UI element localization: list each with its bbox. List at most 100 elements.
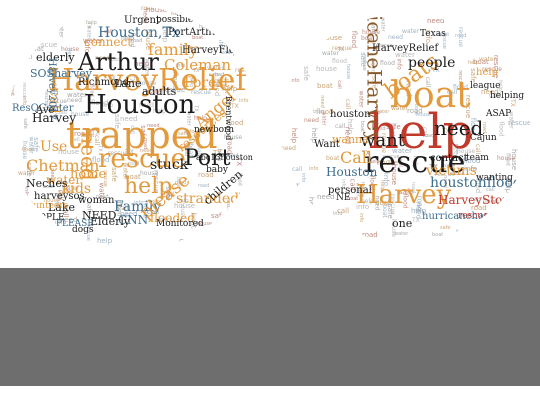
left-cloud-filler-word: need xyxy=(139,102,154,109)
right-cloud-filler-word: need xyxy=(481,88,499,96)
left-cloud-filler-word: need xyxy=(226,153,239,159)
right-cloud-filler-word: info xyxy=(371,110,381,116)
right-cloud-filler-word: TX xyxy=(412,217,420,224)
right-cloud-filler-word: call xyxy=(489,91,502,99)
right-cloud-word: houston xyxy=(330,109,371,120)
left-cloud-filler-word: house xyxy=(224,134,243,141)
right-cloud-filler-word: call xyxy=(292,166,303,173)
left-cloud-filler-word: rescue xyxy=(108,150,128,157)
right-cloud-filler-word: TX xyxy=(314,213,324,221)
left-cloud-filler-word: road xyxy=(131,38,143,44)
left-cloud-filler-word: call xyxy=(118,205,129,212)
right-cloud-filler-word: call xyxy=(291,36,300,42)
left-cloud-filler-word: rescue xyxy=(235,67,255,74)
left-cloud-word: woman xyxy=(78,195,115,206)
bottom-strip xyxy=(0,386,540,400)
right-cloud-filler-word: flood xyxy=(316,108,334,116)
right-cloud-word: Cajun xyxy=(470,133,497,143)
left-cloud-word: ResQCenter xyxy=(12,103,74,114)
right-cloud-word: ASAP xyxy=(486,109,512,119)
left-cloud-filler-word: help xyxy=(97,237,113,245)
left-cloud-word: Houston xyxy=(84,90,196,120)
left-cloud-word: home xyxy=(70,167,107,182)
right-cloud-filler-word: need xyxy=(317,193,335,201)
right-cloud-word: wanna xyxy=(332,133,369,146)
right-cloud-filler-word: flood xyxy=(504,153,511,166)
left-cloud-filler-word: house xyxy=(146,6,168,14)
right-cloud-filler-word: boat xyxy=(326,155,340,162)
left-cloud-word: Lane xyxy=(114,77,142,90)
right-cloud-word: help xyxy=(368,104,474,160)
left-cloud-word: family xyxy=(148,40,198,59)
left-cloud-word: newborn xyxy=(194,125,235,135)
left-cloud-filler-word: call xyxy=(147,208,160,216)
right-cloud-filler-word: safe xyxy=(399,188,414,196)
left-cloud-filler-word: call xyxy=(55,108,68,116)
left-cloud-word: Use xyxy=(40,139,68,155)
right-cloud-filler-word: house xyxy=(316,65,338,73)
word-cloud-right: help rescue need flood water safe boat call hous… xyxy=(280,14,530,242)
left-cloud-filler-word: help xyxy=(233,52,244,58)
right-cloud-word: victims xyxy=(426,163,477,179)
right-cloud-word: HarveyRelief xyxy=(372,43,439,54)
right-cloud-filler-word: safe xyxy=(498,234,509,240)
right-cloud-filler-word: boat xyxy=(375,199,391,207)
left-cloud-filler-word: road xyxy=(19,54,33,61)
left-cloud-word: Lake xyxy=(48,201,76,214)
left-cloud-filler-word: house xyxy=(197,221,213,227)
left-cloud-filler-word: safe xyxy=(211,212,226,220)
left-cloud-word: dogs xyxy=(72,225,94,235)
left-cloud-filler-word: safe xyxy=(209,72,220,78)
left-cloud-word: Ave xyxy=(36,105,55,116)
left-cloud-filler-word: safe xyxy=(178,131,189,137)
right-cloud-word: helping xyxy=(490,91,525,101)
left-cloud-filler-word: rescue xyxy=(47,98,67,105)
left-cloud-word: adults xyxy=(142,85,177,98)
right-cloud-filler-word: water xyxy=(375,109,390,115)
right-cloud-filler-word: house xyxy=(497,155,516,162)
left-cloud-word: possible xyxy=(156,15,194,25)
left-cloud-filler-word: call xyxy=(120,213,129,219)
left-cloud-filler-word: call xyxy=(104,29,113,35)
right-cloud-filler-word: TX xyxy=(362,150,370,157)
right-cloud-filler-word: house xyxy=(362,29,381,36)
left-cloud-filler-word: house xyxy=(71,111,90,118)
right-cloud-word: rescue xyxy=(458,211,489,221)
gray-band xyxy=(0,268,540,386)
right-cloud-filler-word: boat xyxy=(347,196,359,202)
left-cloud-word: HarveyFlood xyxy=(182,45,248,56)
right-cloud-filler-word: need xyxy=(281,145,296,152)
right-cloud-filler-word: help xyxy=(361,198,374,205)
left-cloud-word: CNN xyxy=(118,213,149,227)
left-cloud-word: kids xyxy=(62,181,92,197)
left-cloud-word: harveysos xyxy=(34,191,85,202)
right-cloud-filler-word: house xyxy=(321,34,343,42)
left-cloud-filler-word: boat xyxy=(221,50,233,56)
left-cloud-filler-word: flood xyxy=(226,119,244,127)
right-cloud-filler-word: boat xyxy=(432,232,444,238)
left-cloud-filler-word: water xyxy=(18,170,36,177)
right-cloud-filler-word: help xyxy=(290,127,299,144)
left-cloud-filler-word: road xyxy=(141,6,155,12)
right-cloud-word: rescue xyxy=(364,145,466,180)
right-cloud-filler-word: call xyxy=(335,123,346,130)
right-cloud-filler-word: road xyxy=(471,204,487,212)
right-cloud-filler-word: TX xyxy=(508,56,517,67)
left-cloud-word: rescue xyxy=(98,144,186,174)
left-cloud-filler-word: TX xyxy=(108,75,116,82)
left-cloud-filler-word: need xyxy=(120,115,138,123)
left-cloud-word: volunteers xyxy=(20,201,69,211)
left-cloud-filler-word: help xyxy=(194,115,207,122)
right-cloud-filler-word: need xyxy=(427,17,445,25)
right-cloud-filler-word: need xyxy=(318,95,325,108)
left-cloud-filler-word: house xyxy=(174,202,196,210)
left-cloud-filler-word: water xyxy=(207,65,225,72)
left-cloud-filler-word: boat xyxy=(9,84,16,97)
right-cloud-filler-word: need xyxy=(304,117,319,124)
left-cloud-filler-word: rescue xyxy=(20,82,27,99)
right-cloud-filler-word: rescue xyxy=(508,119,530,127)
left-cloud-filler-word: call xyxy=(162,191,175,199)
right-cloud-word: need xyxy=(434,116,484,140)
right-cloud-word: boat xyxy=(390,75,471,116)
